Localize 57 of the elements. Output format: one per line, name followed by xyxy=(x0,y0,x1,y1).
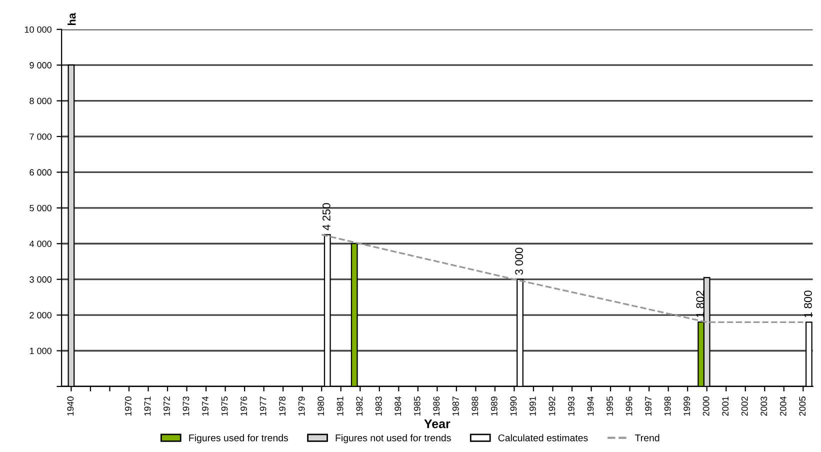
x-tick-label: 1940 xyxy=(67,396,74,416)
x-tick-label: 1972 xyxy=(164,396,170,416)
legend-label: Trend xyxy=(635,434,660,442)
x-tick-label: 1989 xyxy=(491,396,498,416)
x-tick-label: 1974 xyxy=(202,396,208,416)
y-tick-label: 3 000 xyxy=(30,276,52,283)
y-tick-label: 9 000 xyxy=(30,62,52,68)
x-tick-label: 1999 xyxy=(684,396,690,416)
x-tick-label: 2002 xyxy=(741,396,748,416)
y-tick-label: 4 000 xyxy=(29,240,52,247)
x-tick-label: 1982 xyxy=(356,396,363,416)
data-label: 1 800 xyxy=(804,290,812,318)
x-tick-label: 1979 xyxy=(298,396,305,416)
legend-label: Calculated estimates xyxy=(498,434,588,442)
legend-label: Figures used for trends xyxy=(189,434,288,444)
x-tick-label: 1990 xyxy=(510,396,517,416)
x-tick-label: 1973 xyxy=(182,396,190,416)
x-tick-label: 1971 xyxy=(144,396,151,416)
x-tick-label: 1976 xyxy=(240,396,247,416)
x-tick-label: 1996 xyxy=(626,396,632,416)
data-label: 4 250 xyxy=(322,203,330,230)
x-tick-label: 1981 xyxy=(336,396,344,416)
x-tick-label: 1970 xyxy=(125,396,132,416)
x-tick-label: 2004 xyxy=(780,396,786,416)
x-tick-label: 1998 xyxy=(664,396,671,416)
line-series xyxy=(320,234,804,324)
x-tick-label: 1984 xyxy=(394,396,402,416)
x-tick-label: 1991 xyxy=(530,396,536,416)
x-tick-label: 1983 xyxy=(375,396,382,416)
x-tick-label: 1986 xyxy=(433,396,440,416)
legend-label: Figures not used for trends xyxy=(336,434,451,444)
x-tick-label: 2001 xyxy=(722,396,729,416)
y-tick-label: 6 000 xyxy=(30,169,52,176)
y-axis-title: ha xyxy=(68,12,76,26)
x-tick-label: 1978 xyxy=(279,396,286,416)
x-axis-title: Year xyxy=(424,420,450,428)
y-tick-label: 10 000 xyxy=(24,26,52,33)
x-tick-label: 1995 xyxy=(606,396,613,416)
x-tick-label: 1997 xyxy=(645,396,652,416)
y-tick-label: 1 000 xyxy=(30,348,52,354)
x-tick-label: 1994 xyxy=(587,396,594,416)
y-tick-label: 7 000 xyxy=(30,133,52,140)
data-label: 3 000 xyxy=(515,248,523,275)
x-tick-label: 1977 xyxy=(260,396,266,416)
x-tick-label: 2003 xyxy=(760,396,768,416)
x-tick-label: 1993 xyxy=(568,396,574,416)
x-tick-label: 2000 xyxy=(702,396,710,416)
y-tick-label: 5 000 xyxy=(30,204,52,212)
y-tick-label: 2 000 xyxy=(30,312,52,318)
x-tick-label: 1987 xyxy=(452,396,459,416)
x-tick-label: 1975 xyxy=(221,396,228,416)
x-tick-label: 2005 xyxy=(799,396,806,416)
y-tick-label: 8 000 xyxy=(30,98,52,104)
x-tick-label: 1985 xyxy=(414,396,420,416)
x-tick-label: 1988 xyxy=(472,396,478,416)
x-tick-label: 1992 xyxy=(548,396,556,416)
x-tick-label: 1980 xyxy=(318,396,324,416)
